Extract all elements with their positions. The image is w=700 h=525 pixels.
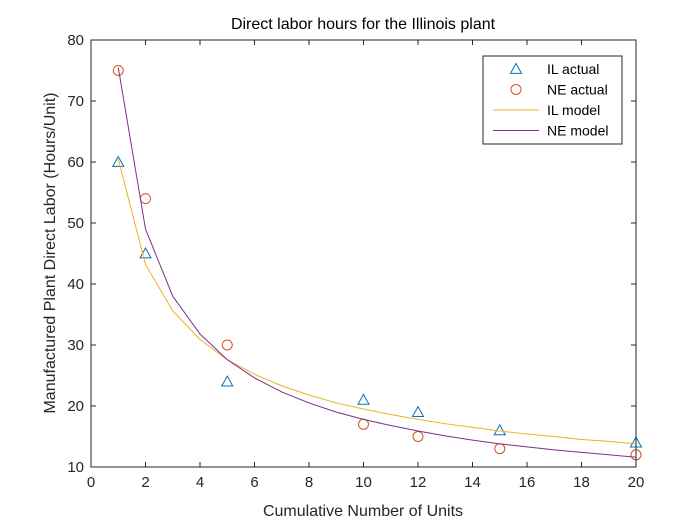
x-tick-label: 6 <box>250 474 258 491</box>
y-tick-label: 60 <box>67 154 84 171</box>
legend-label-il-actual: IL actual <box>547 61 599 77</box>
y-tick-label: 80 <box>67 32 84 49</box>
legend: IL actual NE actual IL model NE model <box>482 55 623 145</box>
y-tick-label: 50 <box>67 215 84 232</box>
y-tick-label: 70 <box>67 93 84 110</box>
y-axis-label: Manufactured Plant Direct Labor (Hours/U… <box>42 92 59 413</box>
ne-actual-point <box>112 65 124 76</box>
y-tick-label: 20 <box>67 398 84 415</box>
il-actual-point <box>493 423 507 436</box>
x-tick-label: 4 <box>196 474 204 491</box>
il-actual-point <box>411 405 425 417</box>
x-tick-label: 0 <box>87 474 95 491</box>
ne-model-line <box>117 67 637 458</box>
legend-swatch-il-actual <box>509 62 523 74</box>
legend-label-il-model: IL model <box>547 102 600 118</box>
legend-label-ne-actual: NE actual <box>547 82 608 98</box>
legend-label-ne-model: NE model <box>547 123 608 139</box>
x-tick-label: 18 <box>573 474 590 491</box>
il-model-line <box>117 158 637 445</box>
x-tick-label: 10 <box>355 474 372 491</box>
chart-title: Direct labor hours for the Illinois plan… <box>231 16 496 33</box>
legend-swatch-ne-actual <box>510 84 522 95</box>
x-tick-label: 20 <box>628 474 645 491</box>
legend-box <box>482 55 623 145</box>
x-tick-label: 8 <box>305 474 313 491</box>
x-axis-label: Cumulative Number of Units <box>263 503 463 520</box>
x-tick-label: 16 <box>519 474 536 491</box>
x-tick-label: 2 <box>141 474 149 491</box>
il-actual-point <box>111 155 125 167</box>
y-tick-label: 30 <box>67 337 84 354</box>
il-actual-point <box>220 375 234 387</box>
il-actual-point <box>357 393 370 405</box>
ne-actual-point <box>221 339 233 351</box>
x-tick-label: 14 <box>464 474 481 491</box>
x-tick-label: 12 <box>410 474 427 491</box>
y-tick-label: 10 <box>67 459 84 476</box>
y-tick-label: 40 <box>67 276 84 293</box>
